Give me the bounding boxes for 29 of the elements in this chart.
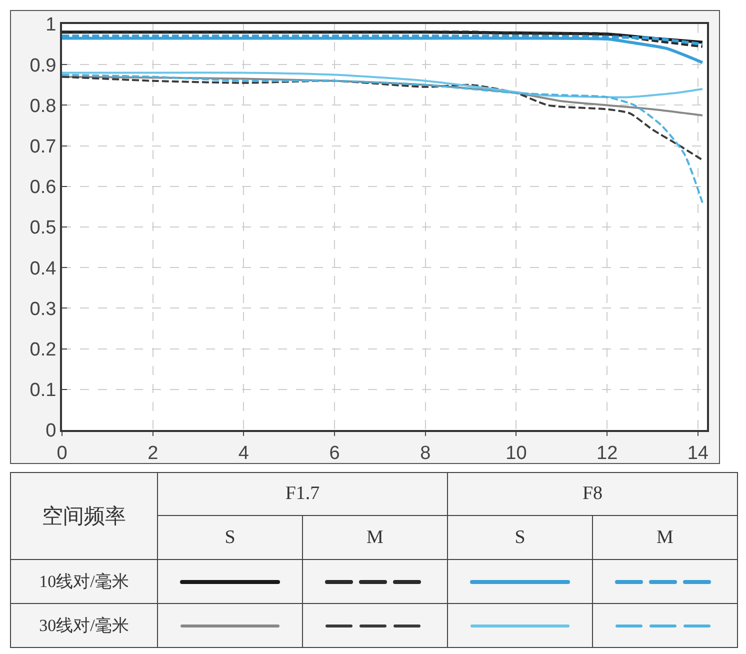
- y-tick-label: 0.2: [30, 339, 56, 360]
- text: M: [592, 516, 738, 560]
- y-tick-label: 1: [46, 14, 56, 36]
- line-series: [62, 72, 704, 98]
- y-tick-label: 0.7: [30, 136, 56, 158]
- line-series: [62, 74, 704, 204]
- y-tick-label: 0.5: [30, 218, 56, 239]
- x-tick-label: 6: [329, 442, 340, 464]
- x-tick-label: 10: [506, 442, 527, 464]
- text: S: [448, 516, 592, 560]
- text: M: [302, 516, 448, 560]
- y-tick-label: 0.3: [30, 298, 56, 320]
- text: F8: [448, 472, 738, 516]
- x-tick-label: 12: [596, 442, 618, 464]
- y-tick-label: 0.6: [30, 177, 56, 198]
- y-tick-label: 0: [46, 420, 56, 442]
- text: 空间频率: [10, 472, 158, 560]
- y-tick-label: 0.4: [30, 258, 57, 280]
- y-tick-label: 0.9: [30, 55, 56, 76]
- x-tick-label: 8: [420, 442, 431, 464]
- text: 30线对/毫米: [10, 604, 158, 648]
- text: 10线对/毫米: [10, 560, 158, 604]
- text: F1.7: [158, 472, 448, 516]
- text: S: [158, 516, 302, 560]
- x-tick-label: 4: [238, 442, 250, 464]
- y-tick-label: 0.1: [30, 380, 56, 402]
- x-tick-label: 2: [148, 442, 158, 464]
- y-tick-label: 0.8: [30, 96, 56, 117]
- x-tick-label: 14: [687, 442, 709, 464]
